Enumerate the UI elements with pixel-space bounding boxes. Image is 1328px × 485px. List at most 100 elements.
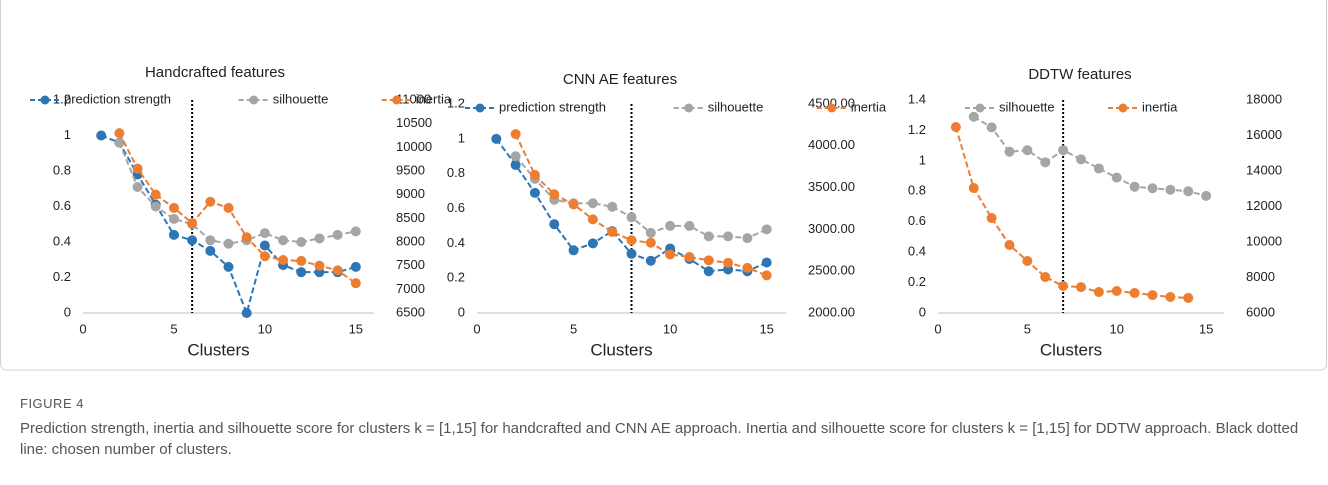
y2-tick-label: 8000 — [1246, 269, 1275, 284]
legend-label: prediction strength — [64, 91, 171, 106]
y-tick-label: 0.4 — [53, 233, 71, 248]
y2-tick-label: 7500 — [396, 257, 425, 272]
y-tick-label: 0.6 — [908, 213, 926, 228]
x-tick-label: 10 — [663, 321, 677, 336]
series-line — [514, 133, 768, 277]
data-point — [132, 163, 143, 174]
chart-title: Handcrafted features — [145, 64, 285, 81]
y-tick-label: 1 — [919, 152, 926, 167]
data-point — [723, 257, 734, 268]
data-point — [645, 227, 656, 238]
legend-label: inertia — [416, 91, 452, 106]
data-point — [205, 235, 216, 246]
y-tick-label: 1.4 — [908, 91, 926, 106]
y-tick-label: 0.2 — [447, 270, 465, 285]
data-point — [510, 151, 521, 162]
y2-tick-label: 6000 — [1246, 304, 1275, 319]
legend-label: silhouette — [708, 99, 764, 114]
data-point — [626, 212, 637, 223]
y2-tick-label: 3500.00 — [808, 179, 855, 194]
data-point — [607, 226, 618, 237]
data-point — [1183, 292, 1194, 303]
x-axis-label: Clusters — [590, 340, 652, 359]
data-point — [205, 245, 216, 256]
data-point — [332, 229, 343, 240]
y2-tick-label: 9500 — [396, 162, 425, 177]
legend-marker — [392, 95, 402, 105]
legend-marker — [1118, 103, 1128, 113]
x-tick-label: 0 — [473, 321, 480, 336]
x-axis-label: Clusters — [187, 340, 249, 359]
data-point — [1040, 271, 1051, 282]
data-point — [723, 231, 734, 242]
x-tick-label: 0 — [934, 321, 941, 336]
x-tick-label: 5 — [570, 321, 577, 336]
data-point — [168, 213, 179, 224]
legend-label: silhouette — [273, 91, 329, 106]
series-line — [954, 126, 1189, 299]
data-point — [1165, 184, 1176, 195]
data-point — [968, 183, 979, 194]
y-tick-label: 0 — [919, 304, 926, 319]
y2-tick-label: 16000 — [1246, 127, 1282, 142]
data-point — [332, 265, 343, 276]
data-point — [510, 129, 521, 140]
y-tick-label: 0.6 — [447, 200, 465, 215]
data-point — [529, 170, 540, 181]
data-point — [1129, 287, 1140, 298]
data-point — [1040, 157, 1051, 168]
y-tick-label: 0.8 — [447, 165, 465, 180]
y2-tick-label: 8000 — [396, 233, 425, 248]
y-tick-label: 0.2 — [908, 274, 926, 289]
y2-tick-label: 6500 — [396, 304, 425, 319]
legend-marker — [249, 95, 259, 105]
data-point — [241, 308, 252, 318]
data-point — [950, 121, 961, 132]
data-point — [1022, 255, 1033, 266]
data-point — [350, 278, 361, 289]
y-tick-label: 0.4 — [908, 244, 926, 259]
x-tick-label: 5 — [1024, 321, 1031, 336]
y2-tick-label: 11000 — [396, 91, 431, 106]
data-point — [150, 201, 161, 212]
data-point — [1076, 154, 1086, 165]
data-point — [223, 261, 234, 272]
data-point — [568, 245, 579, 256]
legend-label: prediction strength — [499, 99, 606, 114]
y-tick-label: 0 — [64, 304, 71, 319]
data-point — [168, 202, 179, 213]
data-point — [607, 201, 618, 212]
y2-tick-label: 9000 — [396, 186, 425, 201]
y2-tick-label: 2000.00 — [808, 304, 855, 319]
x-tick-label: 0 — [79, 321, 86, 336]
y-tick-label: 1.2 — [447, 95, 465, 110]
data-point — [703, 255, 714, 266]
y-tick-label: 0.8 — [53, 162, 71, 177]
data-point — [568, 199, 579, 210]
data-point — [350, 261, 361, 272]
data-point — [510, 159, 521, 170]
x-axis-label: Clusters — [1040, 340, 1102, 359]
data-point — [114, 128, 125, 139]
data-point — [314, 260, 325, 271]
y2-tick-label: 18000 — [1246, 91, 1282, 106]
y2-tick-label: 4500.00 — [808, 95, 855, 110]
data-point — [645, 237, 656, 248]
caption-label: FIGURE 4 — [20, 396, 84, 411]
data-point — [665, 249, 676, 260]
data-point — [742, 233, 753, 244]
x-tick-label: 15 — [349, 321, 363, 336]
data-point — [665, 220, 676, 231]
data-point — [168, 229, 179, 240]
data-point — [205, 196, 216, 207]
chart-title: CNN AE features — [563, 71, 677, 88]
data-point — [223, 238, 234, 249]
y2-tick-label: 3000.00 — [808, 221, 855, 236]
data-point — [350, 226, 361, 237]
data-point — [1147, 183, 1158, 194]
y-tick-label: 1 — [64, 127, 71, 142]
data-point — [259, 251, 270, 262]
data-point — [1111, 172, 1122, 183]
x-tick-label: 10 — [1110, 321, 1124, 336]
y-tick-label: 0 — [458, 304, 465, 319]
